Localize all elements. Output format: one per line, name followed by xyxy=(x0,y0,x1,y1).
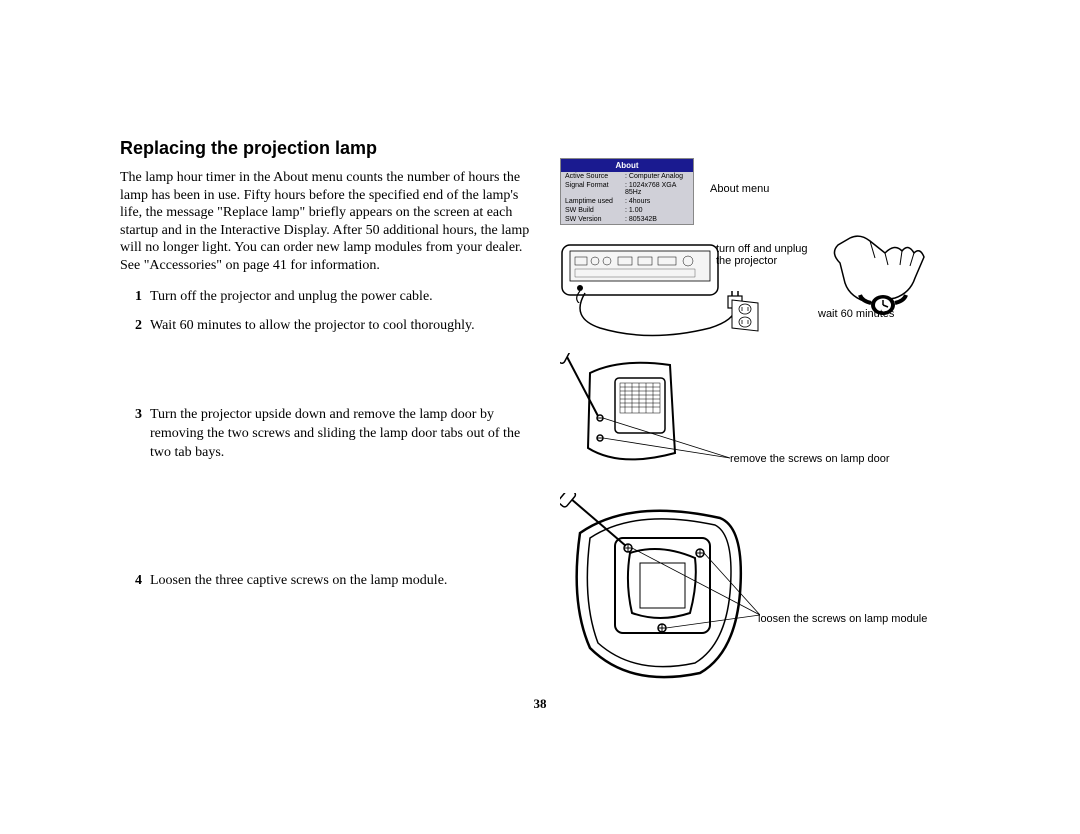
step-text: Turn off the projector and unplug the po… xyxy=(150,288,540,307)
about-row: SW Build: 1.00 xyxy=(561,206,693,215)
step-number: 1 xyxy=(120,288,150,307)
section-heading: Replacing the projection lamp xyxy=(120,138,960,159)
intro-paragraph: The lamp hour timer in the About menu co… xyxy=(120,169,540,274)
lamp-module-illustration xyxy=(560,493,760,688)
caption-turn-off: turn off and unplug the projector xyxy=(716,243,816,267)
caption-about-menu: About menu xyxy=(710,183,769,195)
step-number: 2 xyxy=(120,317,150,336)
step-text: Wait 60 minutes to allow the projector t… xyxy=(150,317,540,336)
step-text: Loosen the three captive screws on the l… xyxy=(150,572,540,591)
step-3: 3 Turn the projector upside down and rem… xyxy=(120,406,540,463)
about-row: Lamptime used: 4hours xyxy=(561,197,693,206)
lamp-door-illustration xyxy=(560,353,750,483)
about-menu-title: About xyxy=(561,159,693,172)
step-1: 1 Turn off the projector and unplug the … xyxy=(120,288,540,307)
caption-wait: wait 60 minutes xyxy=(818,308,894,320)
step-2: 2 Wait 60 minutes to allow the projector… xyxy=(120,317,540,336)
step-number: 4 xyxy=(120,572,150,591)
step-number: 3 xyxy=(120,406,150,463)
about-row: Signal Format: 1024x768 XGA 85Hz xyxy=(561,181,693,197)
caption-loosen-screws: loosen the screws on lamp module xyxy=(758,613,927,625)
about-menu-box: About Active Source: Computer Analog Sig… xyxy=(560,158,694,225)
step-text: Turn the projector upside down and remov… xyxy=(150,406,540,463)
about-row: Active Source: Computer Analog xyxy=(561,172,693,181)
about-row: SW Version: 805342B xyxy=(561,215,693,224)
wall-outlet-illustration xyxy=(730,298,760,333)
step-4: 4 Loosen the three captive screws on the… xyxy=(120,572,540,591)
page-number: 38 xyxy=(0,696,1080,712)
caption-remove-screws: remove the screws on lamp door xyxy=(730,453,890,465)
